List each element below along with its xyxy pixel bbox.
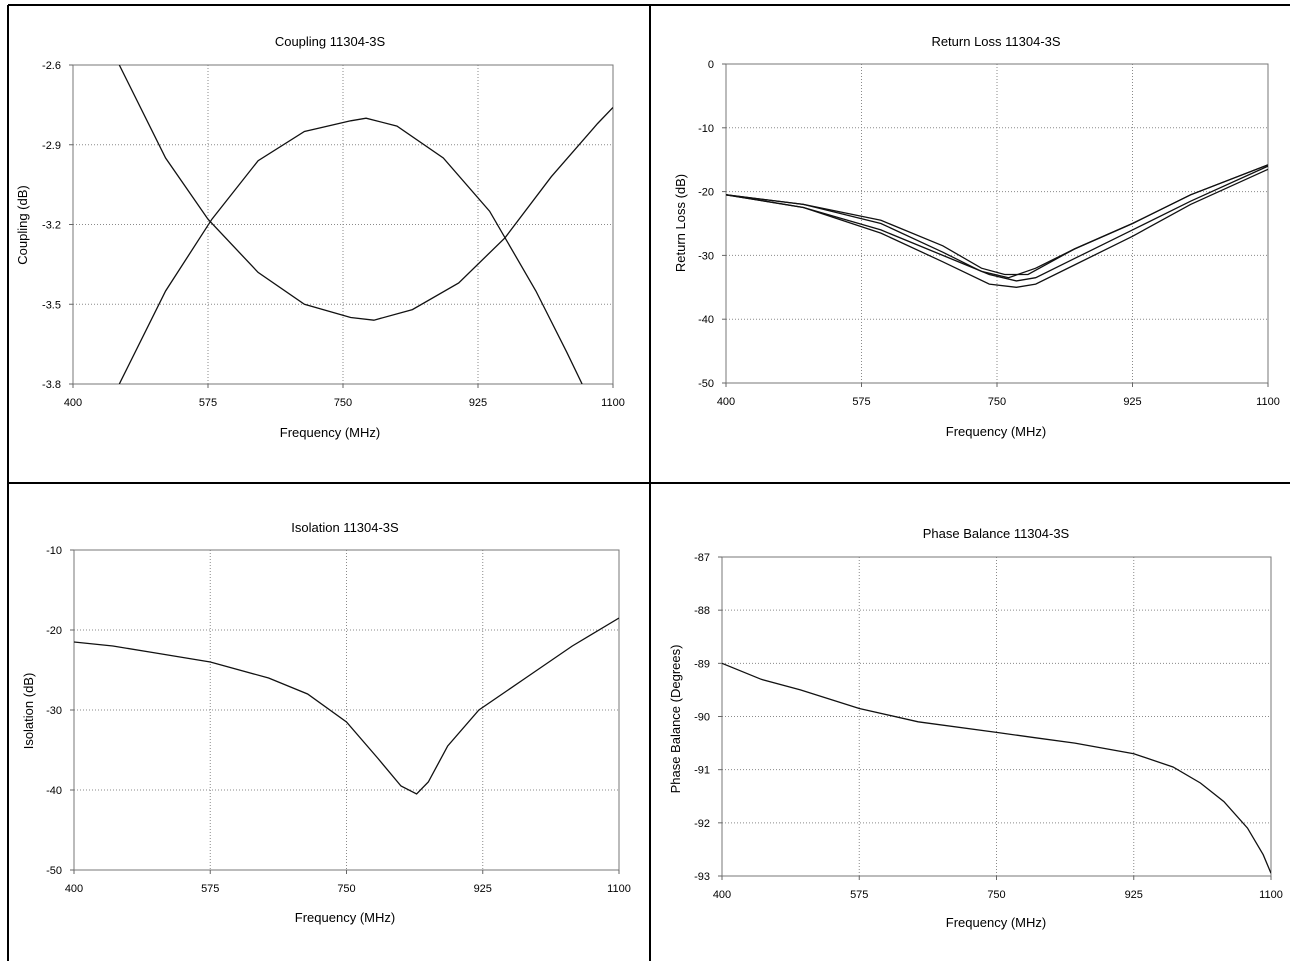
series-line-1 bbox=[74, 617, 619, 795]
x-tick-label: 400 bbox=[713, 889, 731, 901]
chart-title: Coupling 11304-3S bbox=[275, 34, 386, 49]
series-line-1 bbox=[726, 168, 1268, 288]
y-tick-label: -3.5 bbox=[42, 299, 61, 311]
y-tick-label: -20 bbox=[698, 187, 714, 199]
y-axis-title: Return Loss (dB) bbox=[673, 174, 688, 272]
y-tick-label: -92 bbox=[694, 818, 710, 830]
series-line-4 bbox=[726, 164, 1268, 279]
y-tick-label: -87 bbox=[694, 552, 710, 564]
series-line-2 bbox=[118, 65, 613, 321]
y-tick-label: 0 bbox=[708, 59, 714, 71]
y-tick-label: -88 bbox=[694, 605, 710, 617]
x-tick-label: 400 bbox=[717, 396, 735, 408]
coupling-chart: Coupling 11304-3S Frequency (MHz) Coupli… bbox=[15, 34, 625, 440]
chart-title: Return Loss 11304-3S bbox=[931, 34, 1060, 49]
y-tick-label: -10 bbox=[46, 545, 62, 557]
x-tick-label: 925 bbox=[1123, 396, 1141, 408]
x-tick-label: 750 bbox=[334, 397, 352, 409]
ticks: 400 575 750 925 1100 0 -10 -20 -30 -40 -50 bbox=[698, 59, 1280, 408]
y-tick-label: -3.2 bbox=[42, 220, 61, 232]
ticks: 400 575 750 925 1100 -10 -20 -30 -40 -50 bbox=[46, 545, 631, 895]
y-tick-label: -30 bbox=[698, 250, 714, 262]
y-tick-label: -2.6 bbox=[42, 60, 61, 72]
return-loss-chart: Return Loss 11304-3S Frequency (MHz) Ret… bbox=[673, 34, 1280, 439]
x-tick-label: 1100 bbox=[1259, 889, 1283, 901]
x-axis-title: Frequency (MHz) bbox=[946, 424, 1046, 439]
y-tick-label: -40 bbox=[698, 314, 714, 326]
y-tick-label: -20 bbox=[46, 625, 62, 637]
series-group bbox=[722, 662, 1271, 874]
y-tick-label: -50 bbox=[46, 865, 62, 877]
y-axis-title: Isolation (dB) bbox=[21, 673, 36, 750]
x-tick-label: 750 bbox=[987, 889, 1005, 901]
x-tick-label: 925 bbox=[469, 397, 487, 409]
phase-balance-chart: Phase Balance 11304-3S Frequency (MHz) P… bbox=[668, 526, 1283, 930]
ticks: 400 575 750 925 1100 -2.6 -2.9 -3.2 -3.5 -3.8 bbox=[42, 60, 625, 409]
y-tick-label: -90 bbox=[694, 712, 710, 724]
chart-title: Isolation 11304-3S bbox=[291, 520, 399, 535]
series-line-1 bbox=[722, 662, 1271, 874]
series-line-2 bbox=[726, 165, 1268, 282]
x-tick-label: 400 bbox=[64, 397, 82, 409]
y-tick-label: -40 bbox=[46, 785, 62, 797]
x-axis-title: Frequency (MHz) bbox=[946, 915, 1046, 930]
x-tick-label: 575 bbox=[850, 889, 868, 901]
x-tick-label: 925 bbox=[474, 883, 492, 895]
x-tick-label: 575 bbox=[201, 883, 219, 895]
x-tick-label: 575 bbox=[199, 397, 217, 409]
ticks: 400 575 750 925 1100 -87 -88 -89 -90 -91 -92 -93 bbox=[694, 552, 1283, 901]
series-group bbox=[74, 617, 619, 795]
x-tick-label: 1100 bbox=[1256, 396, 1280, 408]
y-axis-title: Phase Balance (Degrees) bbox=[668, 645, 683, 794]
y-tick-label: -3.8 bbox=[42, 379, 61, 391]
y-tick-label: -93 bbox=[694, 871, 710, 883]
grid bbox=[722, 557, 1271, 876]
y-tick-label: -89 bbox=[694, 658, 710, 670]
grid bbox=[726, 64, 1268, 383]
x-tick-label: 750 bbox=[337, 883, 355, 895]
x-axis-title: Frequency (MHz) bbox=[280, 425, 380, 440]
grid bbox=[74, 550, 619, 870]
x-tick-label: 750 bbox=[988, 396, 1006, 408]
y-tick-label: -50 bbox=[698, 378, 714, 390]
y-tick-label: -10 bbox=[698, 123, 714, 135]
series-line-1 bbox=[118, 117, 583, 384]
series-group bbox=[118, 65, 613, 384]
x-tick-label: 925 bbox=[1125, 889, 1143, 901]
x-tick-label: 575 bbox=[852, 396, 870, 408]
y-tick-label: -30 bbox=[46, 705, 62, 717]
x-tick-label: 1100 bbox=[607, 883, 631, 895]
grid bbox=[73, 65, 613, 384]
chart-title: Phase Balance 11304-3S bbox=[923, 526, 1070, 541]
series-group bbox=[726, 164, 1268, 288]
cell-frames bbox=[7, 4, 1290, 961]
isolation-chart: Isolation 11304-3S Frequency (MHz) Isola… bbox=[21, 520, 631, 925]
x-tick-label: 400 bbox=[65, 883, 83, 895]
y-axis-title: Coupling (dB) bbox=[15, 185, 30, 265]
x-axis-title: Frequency (MHz) bbox=[295, 910, 395, 925]
y-tick-label: -2.9 bbox=[42, 140, 61, 152]
y-tick-label: -91 bbox=[694, 765, 710, 777]
x-tick-label: 1100 bbox=[601, 397, 625, 409]
